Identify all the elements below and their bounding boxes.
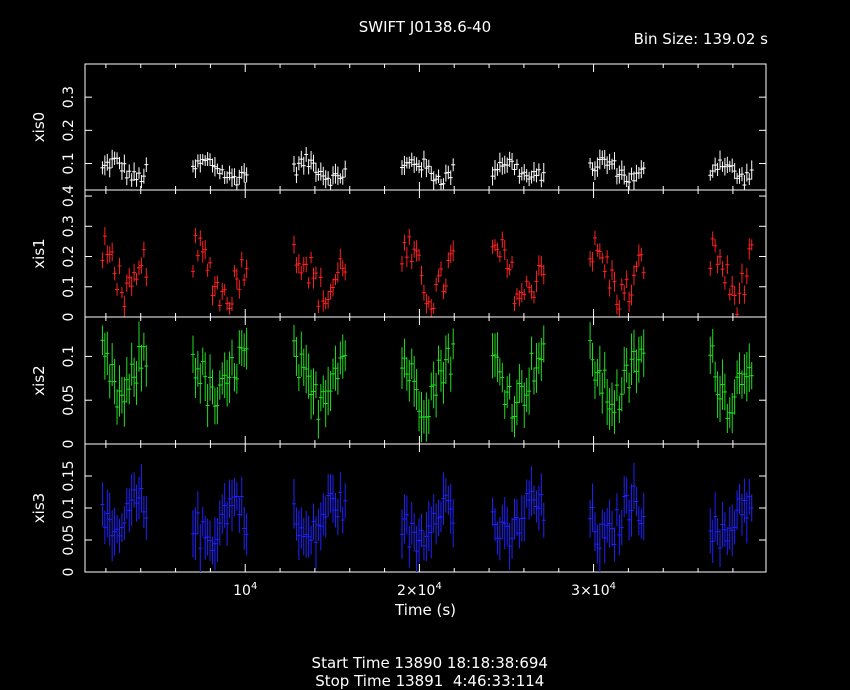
panel-frame [84,63,767,191]
x-tick-label: 3×104 [571,581,616,599]
y-tick-label: 0 [61,313,77,322]
y-axis-label: xis0 [30,112,48,142]
panel-frame [84,316,767,445]
y-tick-label: 0.3 [61,215,77,237]
y-tick-label: 0.3 [61,86,77,108]
start-time-label: Start Time 13890 18:18:38:694 [311,654,548,672]
stop-time-label: Stop Time 13891 4:46:33:114 [315,672,545,690]
y-tick-label: 0.05 [61,524,77,555]
panel-xis1: 0 0.1 0.2 0.3 0.4 xis1 [30,185,767,322]
chart-title: SWIFT J0138.6-40 [358,18,492,36]
panel-frame [84,443,767,573]
x-tick-label: 104 [233,581,257,599]
x-tick-label: 2×104 [397,581,442,599]
y-tick-label: 0 [61,568,77,577]
panel-xis2: 0 0.05 0.1 xis2 [30,316,767,449]
y-axis-label: xis2 [30,365,48,395]
y-tick-label: 0.2 [61,119,77,141]
panel-xis3: 0 0.05 0.1 0.15 xis3 [30,443,767,577]
y-tick-label: 0.2 [61,245,77,267]
y-tick-label: 0 [61,440,77,449]
y-tick-label: 0.1 [61,345,77,367]
panel-frame [84,189,767,318]
y-tick-label: 0.1 [61,152,77,174]
y-tick-label: 0.4 [61,185,77,207]
y-tick-label: 0.15 [61,460,77,491]
y-tick-label: 0.1 [61,497,77,519]
y-tick-label: 0.05 [61,385,77,416]
y-tick-label: 0.1 [61,276,77,298]
panel-xis0: 0.1 0.2 0.3 xis0 [30,63,767,191]
x-axis-label: Time (s) [394,601,456,619]
time-range-footer: Start Time 13890 18:18:38:694 Stop Time … [0,636,850,690]
y-axis-label: xis1 [30,238,48,268]
y-axis-label: xis3 [30,493,48,523]
bin-size-label: Bin Size: 139.02 s [633,30,768,48]
